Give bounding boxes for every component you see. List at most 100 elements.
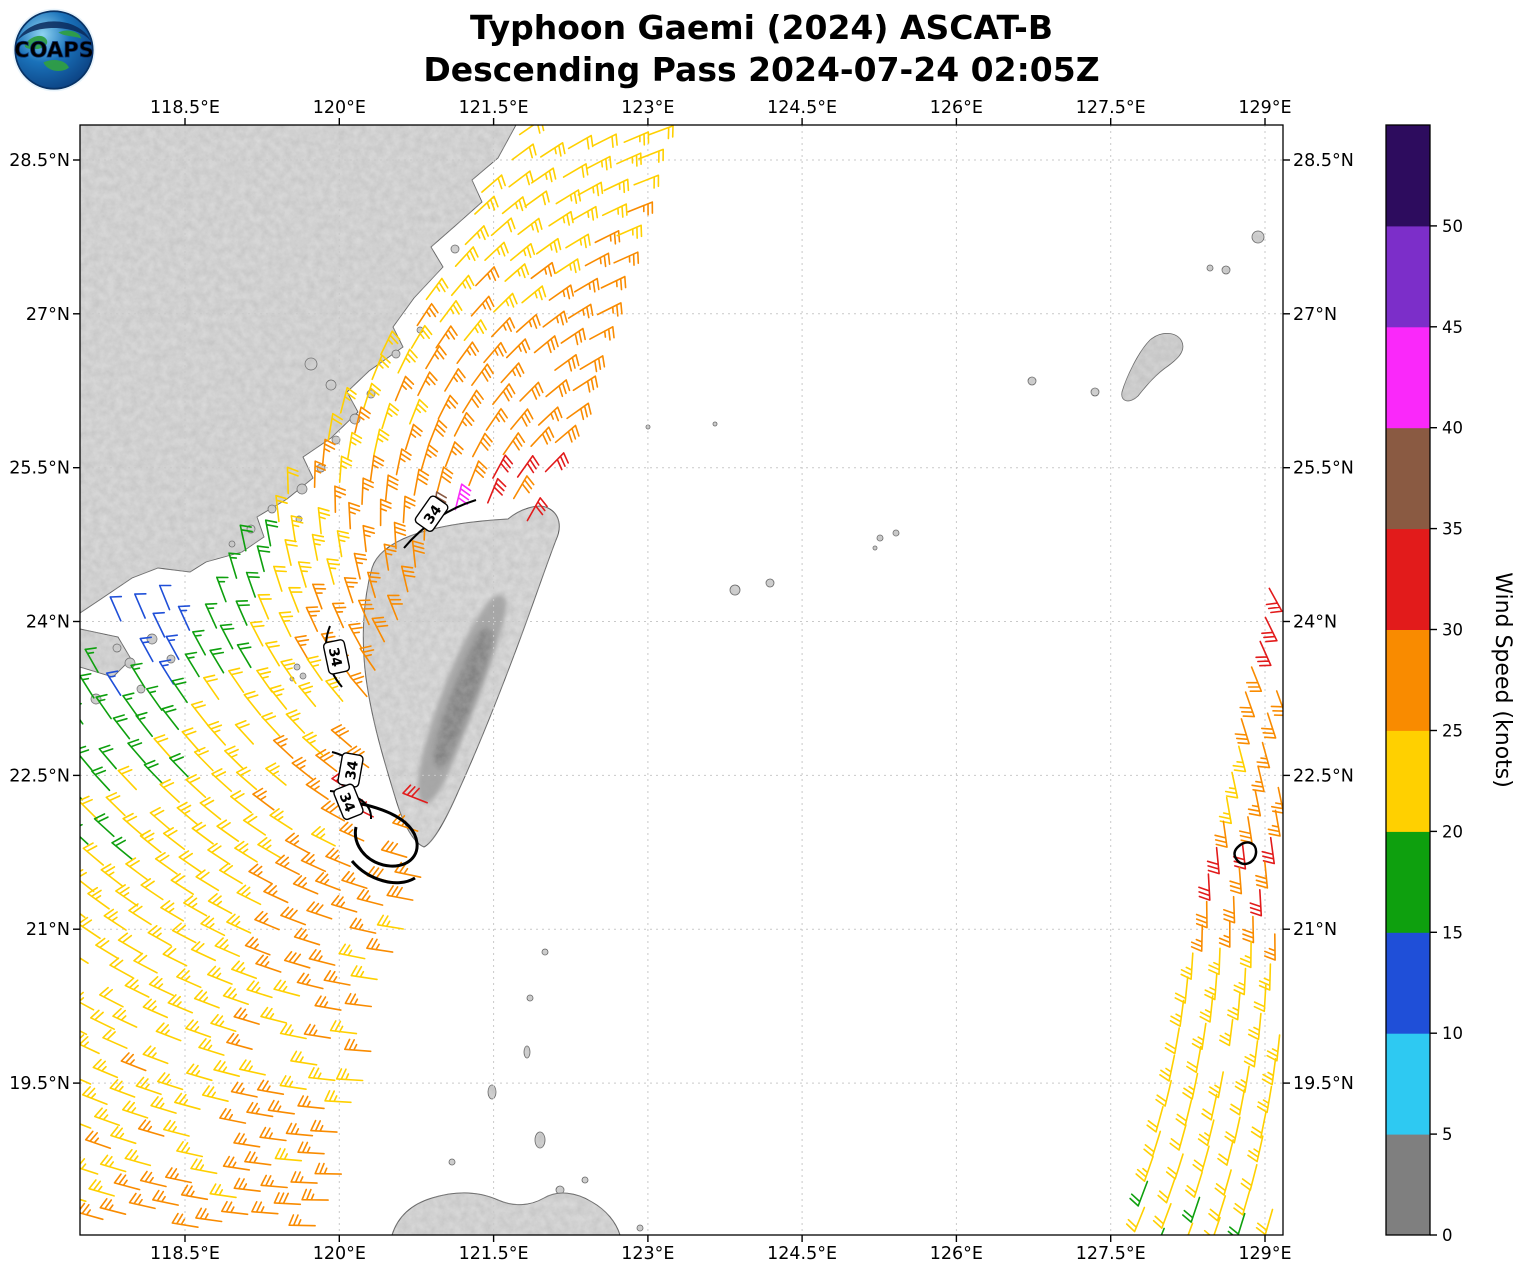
wind-barb — [99, 1154, 127, 1173]
wind-barb — [169, 753, 189, 778]
wind-barb — [589, 326, 615, 341]
x-tick-label-top: 123°E — [621, 98, 674, 118]
wind-barb — [344, 992, 372, 1008]
y-tick-label-left: 21°N — [26, 920, 70, 940]
wind-barb — [158, 584, 172, 611]
wind-barb — [283, 951, 311, 969]
wind-barb — [99, 986, 124, 1008]
wind-barb — [80, 1123, 92, 1129]
wind-barb — [341, 870, 368, 889]
x-tick-label-bottom: 120°E — [313, 1244, 366, 1264]
wind-barb — [115, 884, 139, 907]
wind-barb — [562, 163, 589, 178]
wind-barb — [171, 677, 188, 704]
wind-barb — [1201, 1093, 1218, 1121]
wind-barb — [259, 1126, 287, 1142]
wind-barb — [84, 1130, 112, 1149]
wind-barb — [394, 375, 415, 402]
wind-barb — [387, 594, 403, 621]
wind-radius-label: 34 — [322, 639, 351, 675]
wind-barb — [1129, 1180, 1149, 1207]
wind-barb — [1214, 820, 1228, 848]
wind-barb — [185, 774, 207, 798]
wind-barb — [128, 1192, 156, 1210]
wind-barb — [288, 586, 303, 613]
wind-barb — [371, 616, 389, 643]
x-tick-label-bottom: 124.5°E — [767, 1244, 837, 1264]
wind-barb — [1214, 1169, 1232, 1196]
wind-barb — [167, 994, 194, 1014]
wind-barb — [280, 658, 297, 685]
wind-barb — [305, 606, 321, 632]
wind-barb — [616, 224, 643, 239]
x-tick-label-top: 124.5°E — [767, 98, 837, 118]
wind-barb — [135, 711, 153, 737]
wind-barb — [133, 952, 158, 974]
wind-barb — [137, 1119, 165, 1137]
wind-barb — [185, 1019, 212, 1038]
wind-barb — [122, 692, 139, 718]
wind-barb — [297, 561, 312, 588]
wind-barb — [380, 330, 401, 356]
wind-barb — [112, 1007, 138, 1028]
ryukyu-islands — [645, 230, 1265, 596]
wind-barb — [81, 1086, 108, 1106]
wind-barb — [296, 972, 324, 990]
x-tick-label-top: 129°E — [1238, 98, 1291, 118]
wind-barb — [248, 863, 273, 885]
wind-barb — [349, 672, 368, 698]
wind-barb — [125, 857, 148, 881]
wind-barb — [1192, 1145, 1210, 1173]
wind-barb — [1190, 924, 1204, 952]
colorbar-segment — [1386, 528, 1430, 630]
wind-barb — [88, 1179, 115, 1197]
wind-barb — [234, 840, 258, 863]
wind-barb — [1175, 1099, 1193, 1127]
wind-barb — [359, 645, 376, 671]
wind-barb — [199, 796, 222, 821]
wind-barb — [425, 277, 449, 301]
wind-barb — [1256, 1085, 1273, 1114]
land-layer — [80, 125, 1265, 1235]
wind-barb — [286, 466, 299, 495]
axis-labels: 118.5°E 118.5°E 120°E 120°E 121.5°E 121.5°E 12… — [9, 98, 1354, 1264]
wind-barb — [366, 937, 394, 953]
wind-barb — [249, 620, 265, 647]
wind-barb — [80, 1202, 104, 1221]
taiwan-mountain-core — [434, 628, 493, 768]
wind-barb — [530, 426, 555, 447]
wind-barb — [510, 243, 536, 262]
wind-barb — [535, 237, 562, 255]
wind-barb — [210, 1013, 237, 1032]
wind-barb — [228, 552, 241, 579]
wind-barb — [603, 178, 630, 194]
colorbar-tick-label: 5 — [1442, 1125, 1453, 1144]
wind-barb — [177, 605, 191, 631]
wind-barb — [450, 274, 475, 297]
contour-labels: 34 34 34 34 — [322, 495, 449, 821]
wind-barb — [311, 826, 336, 847]
wind-barb — [517, 217, 543, 236]
wind-barb — [334, 485, 347, 513]
wind-barb — [381, 402, 400, 430]
wind-barb — [1261, 712, 1277, 739]
wind-barb — [142, 998, 168, 1019]
wind-barb — [1233, 1189, 1251, 1216]
luzon-island — [391, 1192, 621, 1235]
wind-barb — [113, 1173, 141, 1191]
wind-barb — [361, 477, 374, 505]
wind-barb — [369, 454, 385, 483]
wind-barb — [120, 1052, 147, 1072]
wind-barb — [190, 700, 209, 726]
wind-barb — [1261, 616, 1278, 643]
wind-barb — [454, 483, 472, 511]
wind-barb — [160, 900, 185, 922]
y-tick-label-left: 25.5°N — [9, 459, 70, 479]
wind-barb — [153, 734, 173, 759]
wind-barb — [110, 1126, 137, 1145]
wind-barb — [1253, 984, 1267, 1013]
wind-barb — [1180, 952, 1194, 980]
y-tick-label-right: 21°N — [1293, 920, 1337, 940]
wind-barb — [306, 655, 323, 681]
